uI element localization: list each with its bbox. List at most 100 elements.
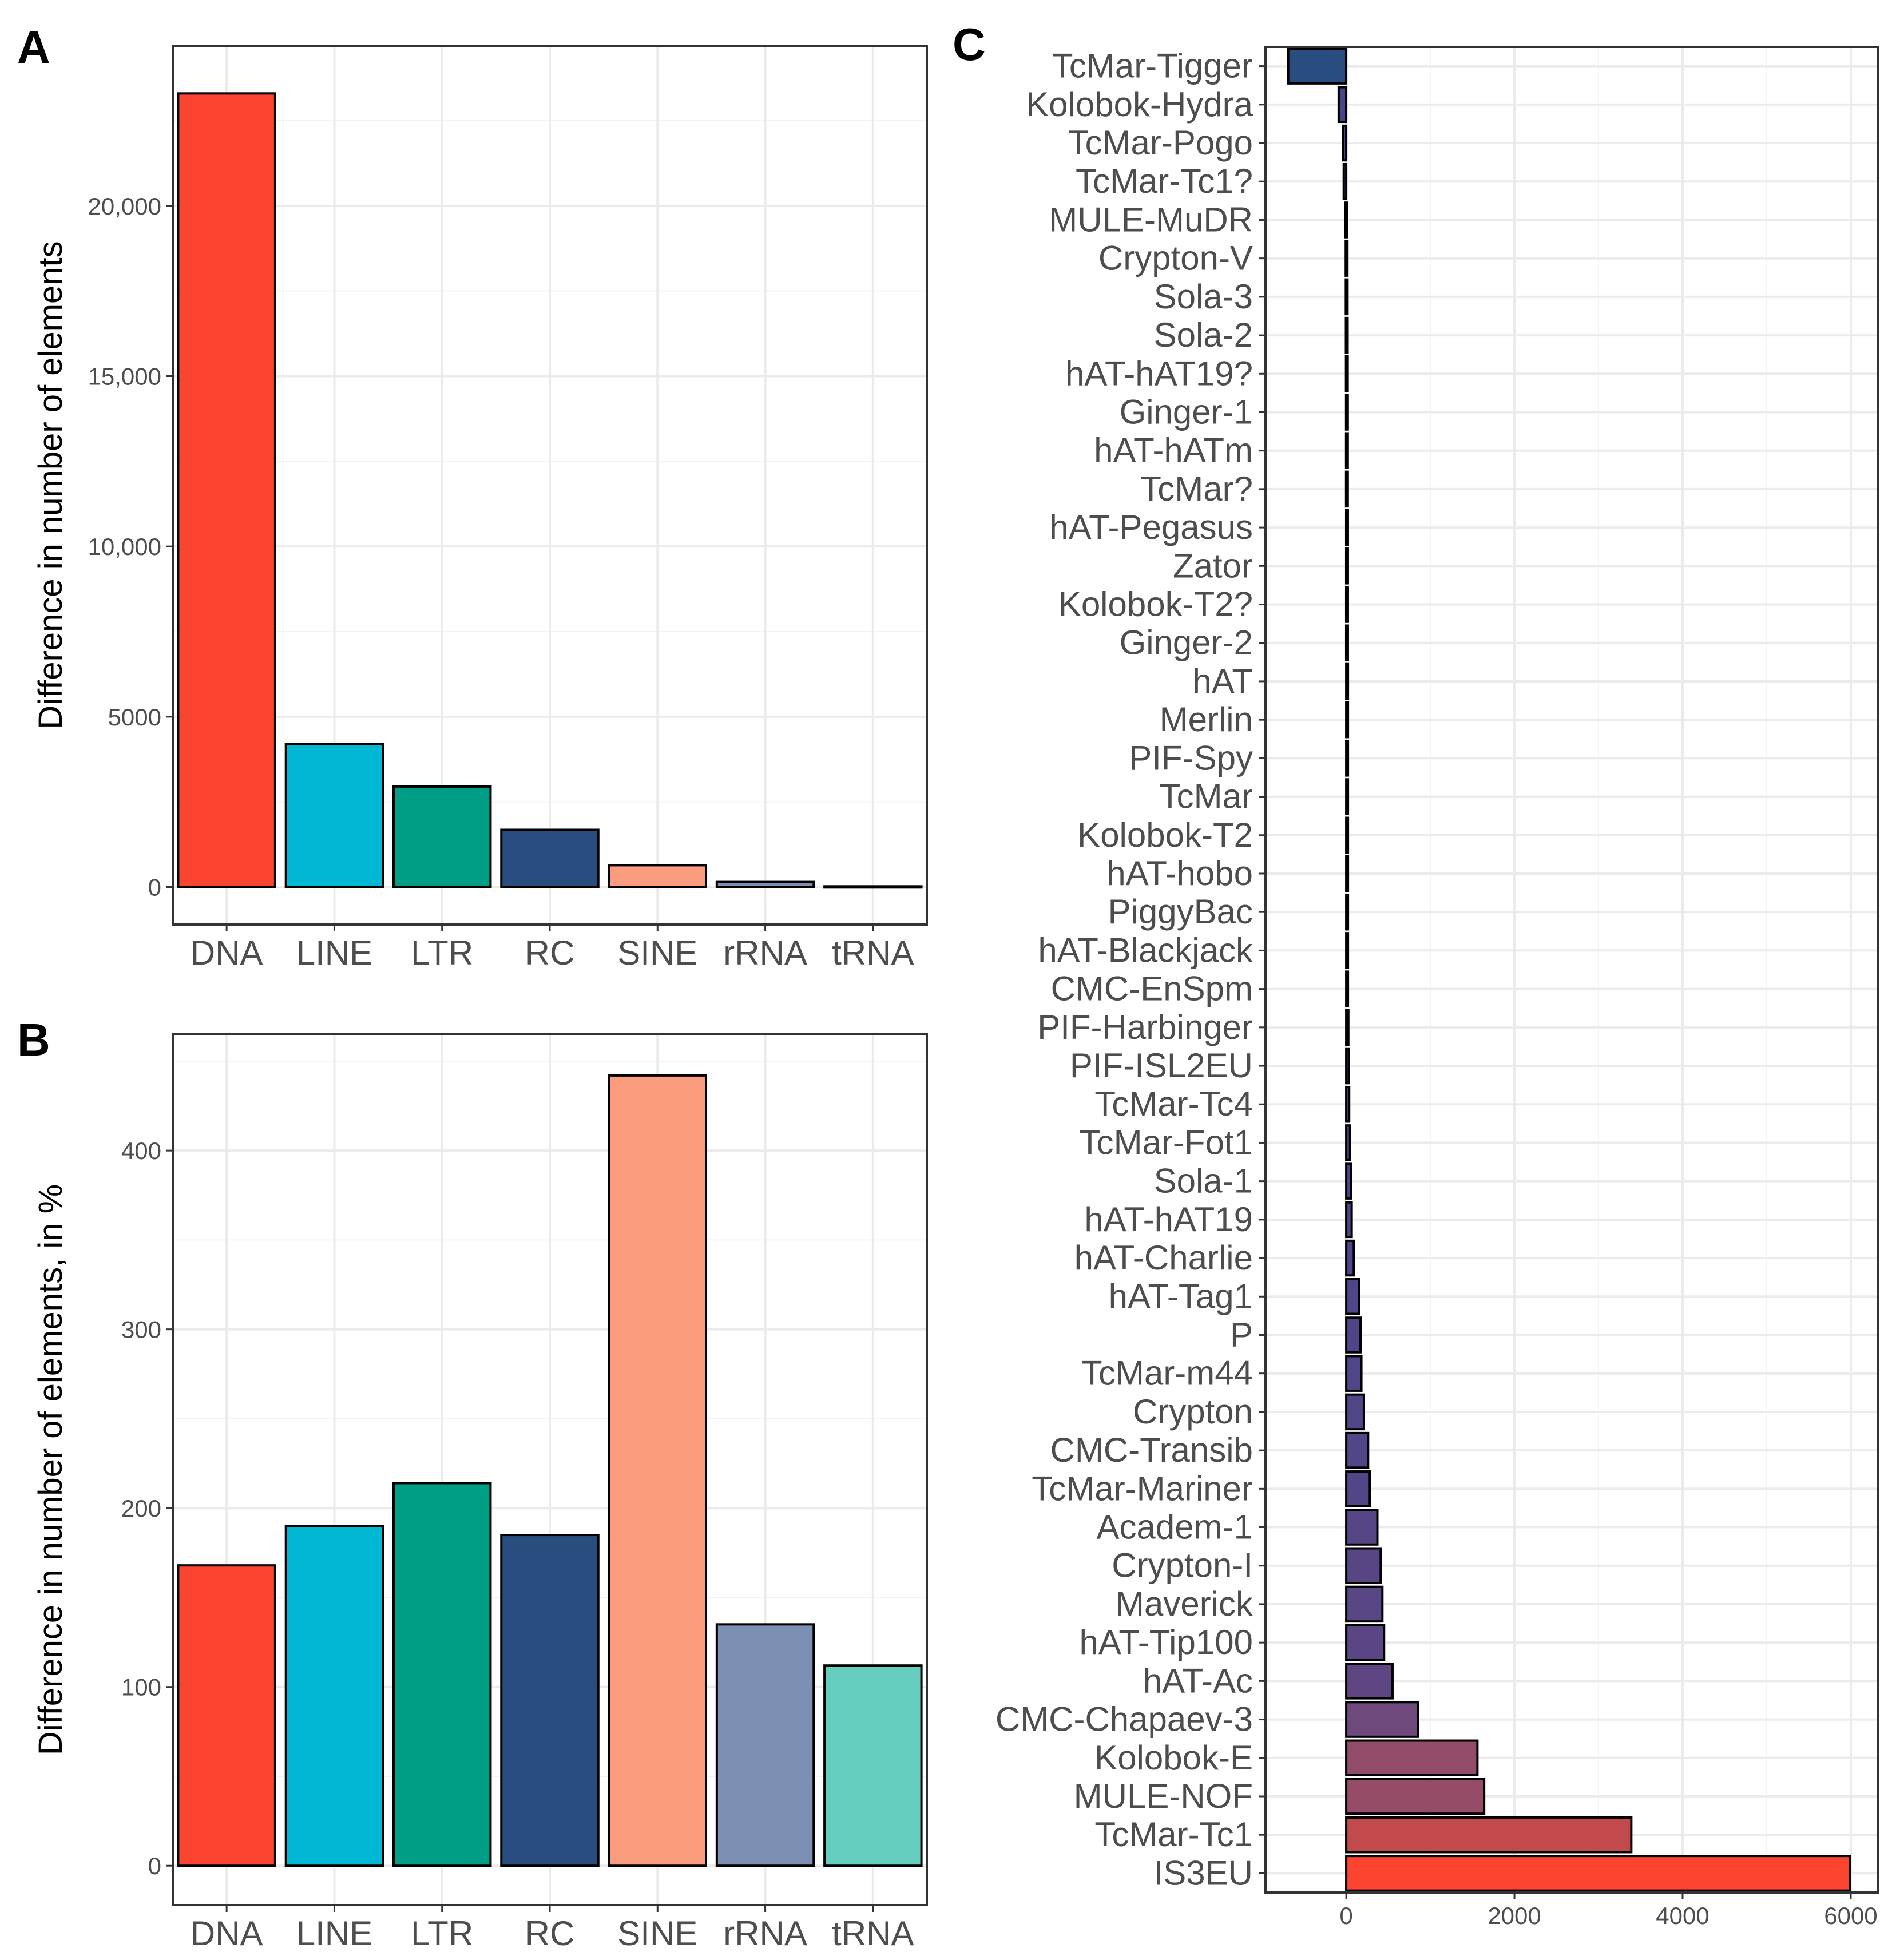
bar-tcmar-mariner — [1345, 1470, 1371, 1507]
y-tick-label: CMC-EnSpm — [1051, 970, 1253, 1008]
bar-ginger-1 — [1344, 394, 1349, 431]
bar-sola-1 — [1345, 1162, 1352, 1200]
panel-b-chart: 0 100 200 300 400 DNA LINE LTR RC SINE rRNA tRNA Dif… — [32, 1033, 928, 1953]
y-tick-label: Crypton-I — [1112, 1546, 1253, 1585]
y-tick-label: hAT-Charlie — [1074, 1239, 1253, 1277]
bar-dna — [177, 92, 276, 888]
plot-frame — [1264, 46, 1879, 1894]
y-tick-label: MULE-MuDR — [1049, 200, 1253, 239]
bar-hat-hobo — [1345, 855, 1350, 892]
y-tick-label: hAT-Blackjack — [1038, 931, 1254, 969]
bar-cmc-transib — [1345, 1431, 1370, 1469]
x-tick-label: tRNA — [832, 934, 914, 972]
bar-maverick — [1345, 1585, 1384, 1623]
x-tick-label: RC — [525, 1914, 575, 1953]
y-tick-label: 300 — [121, 1316, 161, 1343]
y-tick-label: 15,000 — [88, 363, 161, 390]
y-tick-label: Crypton-V — [1098, 239, 1253, 277]
bar-rrna — [715, 880, 815, 888]
y-axis-title: Difference in number of elements — [32, 241, 69, 729]
bar-p — [1345, 1316, 1362, 1354]
panel-label-b: B — [17, 1014, 50, 1065]
y-tick-label: Kolobok-Hydra — [1026, 85, 1253, 124]
bar-is3eu — [1345, 1855, 1851, 1892]
bar-hat-charlie — [1345, 1239, 1355, 1277]
x-tick-label: rRNA — [723, 934, 807, 972]
y-tick-label: PIF-Harbinger — [1037, 1008, 1253, 1046]
x-tick-label: LTR — [411, 1914, 473, 1953]
bar-tcmar-tc1 — [1345, 1816, 1633, 1854]
y-tick-label: Crypton — [1133, 1392, 1253, 1431]
bar-hat-tag1 — [1345, 1278, 1360, 1315]
x-tick-label: DNA — [191, 1914, 263, 1953]
y-tick-label: TcMar-Pogo — [1068, 124, 1253, 162]
bar-cmc-chapaev-3 — [1345, 1701, 1419, 1738]
bar-tcmar-tc4 — [1345, 1085, 1351, 1123]
bar-sine — [608, 864, 708, 888]
bar-trna — [823, 885, 923, 889]
y-tick-label: TcMar-m44 — [1081, 1354, 1253, 1392]
bar-zator — [1344, 547, 1349, 585]
panel-label-a: A — [17, 22, 50, 73]
panel-c-chart: 0 2000 4000 6000TcMar-TiggerKolobok-HydraTc… — [995, 46, 1879, 1929]
x-tick-label: tRNA — [832, 1914, 914, 1953]
y-tick-label: Ginger-2 — [1120, 624, 1253, 662]
bar-tcmar- — [1344, 470, 1349, 508]
bar-trna — [823, 1664, 923, 1867]
bar-academ-1 — [1345, 1509, 1379, 1546]
bar-crypton-v — [1344, 240, 1349, 277]
y-tick-label: PIF-Spy — [1129, 739, 1253, 777]
y-tick-label: hAT-Ac — [1143, 1661, 1253, 1700]
y-tick-label: MULE-NOF — [1074, 1777, 1253, 1815]
bar-tcmar-pogo — [1342, 124, 1348, 162]
bar-kolobok-t2- — [1344, 586, 1349, 623]
y-tick-label: hAT-Pegasus — [1049, 508, 1253, 546]
bar-hat-hatm — [1344, 432, 1349, 469]
y-tick-label: PiggyBac — [1108, 892, 1253, 931]
x-tick-label: rRNA — [723, 1914, 807, 1953]
y-tick-label: hAT-hATm — [1094, 431, 1253, 470]
bar-rrna — [715, 1623, 815, 1867]
y-tick-label: Kolobok-T2? — [1058, 585, 1253, 624]
y-tick-label: hAT-hobo — [1106, 854, 1253, 892]
y-tick-label: TcMar-Tigger — [1052, 47, 1253, 85]
y-tick-label: TcMar? — [1140, 470, 1253, 508]
y-tick-label: hAT-hAT19 — [1084, 1200, 1253, 1239]
bar-sine — [608, 1074, 708, 1867]
x-tick-label: 6000 — [1824, 1902, 1877, 1929]
y-tick-label: Kolobok-T2 — [1077, 816, 1253, 854]
bar-hat-ac — [1345, 1663, 1394, 1700]
y-tick-label: 10,000 — [88, 533, 161, 560]
bar-kolobok-t2 — [1345, 816, 1350, 854]
x-tick-label: SINE — [617, 1914, 697, 1953]
plot-frame — [172, 1033, 928, 1906]
x-tick-label: LINE — [296, 1914, 372, 1953]
y-tick-label: 100 — [121, 1674, 161, 1701]
bar-line — [284, 1525, 384, 1867]
bar-cmc-enspm — [1345, 970, 1350, 1007]
bar-hat — [1345, 662, 1350, 700]
bar-tcmar-tigger — [1287, 47, 1348, 85]
y-tick-label: CMC-Chapaev-3 — [995, 1700, 1253, 1739]
plot-background — [1266, 47, 1878, 1892]
bar-ginger-2 — [1344, 624, 1349, 661]
y-tick-label: hAT-hAT19? — [1065, 354, 1253, 392]
bar-pif-spy — [1345, 740, 1350, 777]
bar-tcmar-tc1- — [1342, 162, 1348, 200]
y-tick-label: Zator — [1173, 546, 1253, 585]
y-tick-label: IS3EU — [1154, 1854, 1253, 1892]
y-tick-label: hAT-Tip100 — [1080, 1623, 1254, 1661]
y-tick-label: PIF-ISL2EU — [1070, 1046, 1253, 1085]
y-tick-label: Academ-1 — [1097, 1508, 1253, 1546]
y-tick-label: Kolobok-E — [1094, 1739, 1253, 1777]
y-axis-title: Difference in number of elements, in % — [32, 1184, 69, 1755]
bar-pif-isl2eu — [1345, 1047, 1350, 1085]
bar-dna — [177, 1564, 276, 1867]
y-tick-label: Sola-1 — [1154, 1162, 1253, 1200]
x-tick-label: 0 — [1339, 1902, 1352, 1929]
bar-tcmar-m44 — [1345, 1355, 1363, 1392]
y-tick-label: Merlin — [1160, 700, 1253, 739]
y-tick-label: 0 — [148, 1852, 161, 1879]
bar-crypton — [1345, 1393, 1365, 1431]
